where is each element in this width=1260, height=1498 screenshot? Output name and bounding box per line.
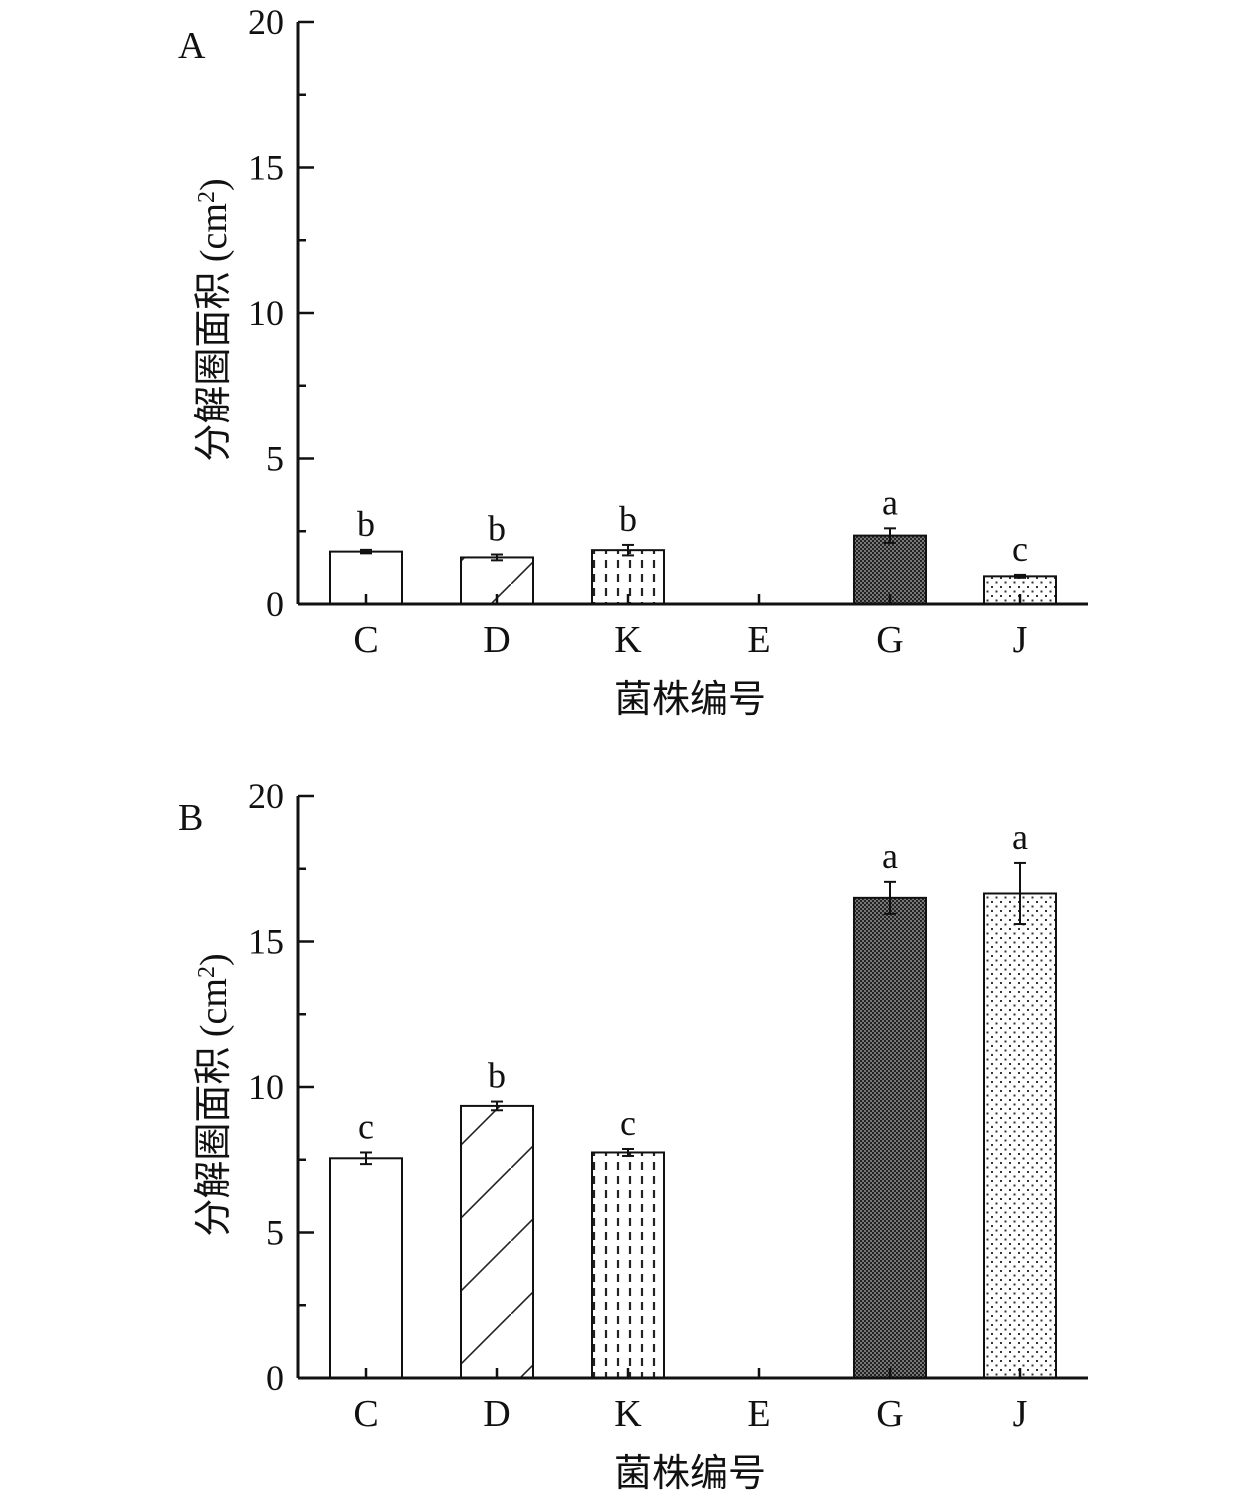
x-tick-label: C — [353, 619, 378, 661]
significance-label: b — [488, 509, 506, 549]
y-tick-label: 10 — [248, 293, 284, 333]
x-tick-label: D — [483, 619, 510, 661]
panel-label: B — [178, 797, 203, 839]
error-bar-D — [491, 1100, 503, 1112]
significance-label: b — [357, 504, 375, 544]
significance-label: b — [619, 499, 637, 539]
error-bar-C — [360, 548, 372, 555]
significance-label: a — [882, 836, 898, 876]
bar-G — [853, 534, 927, 605]
panel-label: A — [178, 25, 206, 67]
error-bar-K — [622, 1147, 634, 1157]
significance-label: b — [488, 1056, 506, 1096]
plot-area: b b b a c 0 5 10 15 20 C D K E G J — [248, 2, 1088, 661]
bar-J — [983, 892, 1057, 1379]
y-tick-label: 20 — [248, 776, 284, 816]
bar-G — [853, 896, 927, 1379]
y-tick-label: 15 — [248, 148, 284, 188]
significance-label: c — [1012, 529, 1028, 569]
y-tick-label: 0 — [266, 584, 284, 624]
x-axis-title: 菌株编号 — [614, 1453, 766, 1495]
x-axis-title: 菌株编号 — [614, 679, 766, 721]
significance-label: a — [1012, 817, 1028, 857]
significance-label: a — [882, 482, 898, 522]
y-tick-label: 5 — [266, 1213, 284, 1253]
error-bar-D — [491, 553, 503, 562]
bar-K — [591, 1151, 665, 1379]
error-bar-G — [884, 527, 896, 544]
x-tick-label: D — [483, 1393, 510, 1435]
bar-D — [460, 1104, 534, 1380]
significance-label: c — [620, 1103, 636, 1143]
error-bar-G — [884, 880, 896, 915]
x-tick-label: G — [876, 619, 903, 661]
y-tick-label: 5 — [266, 439, 284, 479]
y-axis-title: 分解圈面积 (cm2) — [193, 953, 235, 1236]
chart-panel-a: A 分解圈面积 (cm2) 菌株编号 b b b a c 0 5 10 15 20 C D K E G J — [178, 2, 1088, 721]
plot-area: c b c a a 0 5 10 15 20 C D K E G J — [248, 776, 1088, 1435]
x-tick-label: C — [353, 1393, 378, 1435]
x-tick-label: E — [747, 619, 770, 661]
y-tick-label: 20 — [248, 2, 284, 42]
y-tick-label: 10 — [248, 1067, 284, 1107]
error-bar-C — [360, 1151, 372, 1166]
x-tick-label: G — [876, 1393, 903, 1435]
error-bar-J — [1014, 861, 1026, 926]
x-tick-label: K — [614, 1393, 642, 1435]
chart-panel-b: B 分解圈面积 (cm2) 菌株编号 c b c a a 0 5 10 15 20 C D K E G J — [178, 776, 1088, 1495]
error-bar-K — [622, 543, 634, 557]
significance-label: c — [358, 1106, 374, 1146]
y-axis-title: 分解圈面积 (cm2) — [193, 178, 235, 461]
bar-C — [329, 1157, 403, 1380]
x-tick-label: J — [1013, 619, 1028, 661]
y-tick-label: 0 — [266, 1358, 284, 1398]
error-bar-J — [1014, 573, 1026, 579]
x-tick-label: E — [747, 1393, 770, 1435]
y-tick-label: 15 — [248, 922, 284, 962]
x-tick-label: K — [614, 619, 642, 661]
x-tick-label: J — [1013, 1393, 1028, 1435]
